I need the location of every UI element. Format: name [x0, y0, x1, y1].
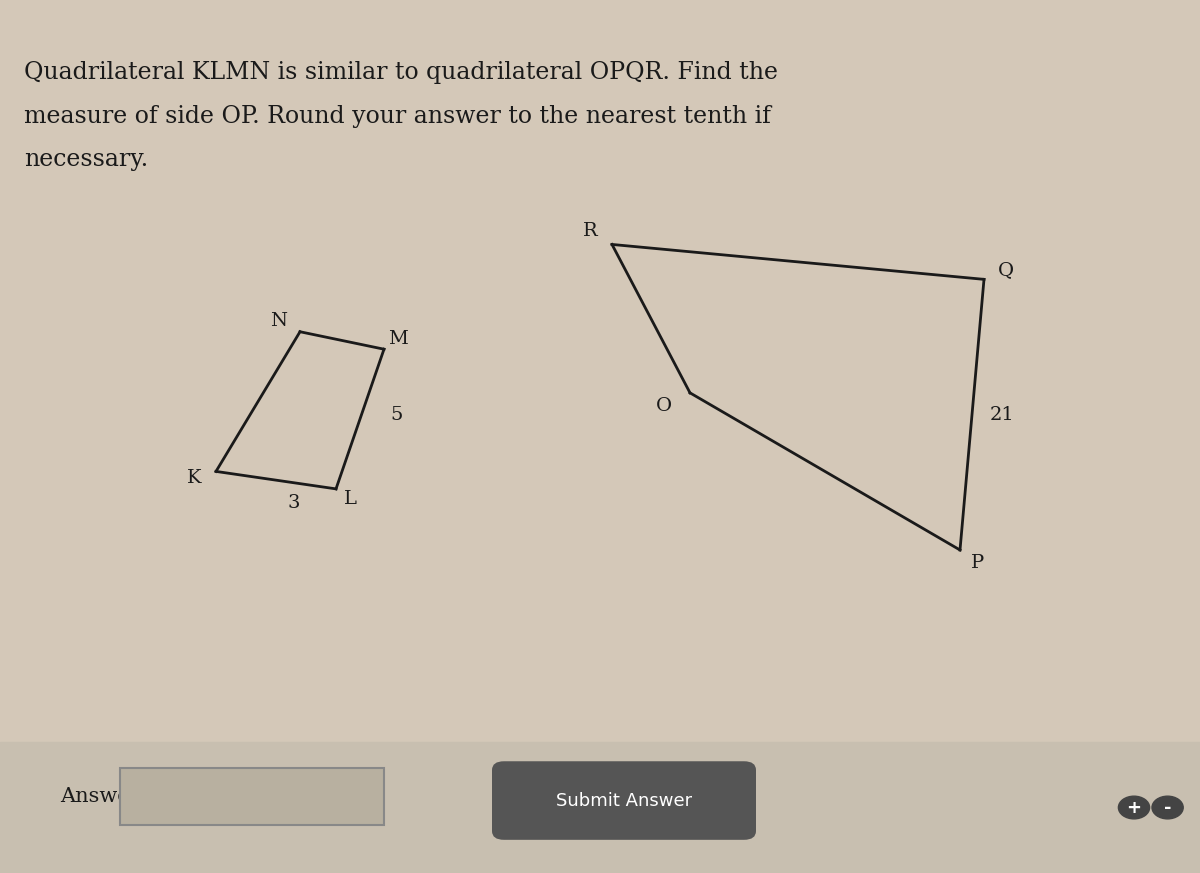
Text: +: + — [1127, 799, 1141, 816]
Text: 5: 5 — [390, 406, 402, 423]
Text: Answer:: Answer: — [60, 787, 146, 806]
FancyBboxPatch shape — [120, 768, 384, 825]
Text: N: N — [270, 313, 287, 330]
Text: measure of side OP. Round your answer to the nearest tenth if: measure of side OP. Round your answer to… — [24, 105, 770, 127]
Text: M: M — [389, 330, 408, 347]
Text: O: O — [655, 397, 672, 415]
Circle shape — [1118, 796, 1150, 819]
Text: Submit Answer: Submit Answer — [556, 792, 692, 809]
Text: 21: 21 — [990, 406, 1015, 423]
Text: Quadrilateral KLMN is similar to quadrilateral OPQR. Find the: Quadrilateral KLMN is similar to quadril… — [24, 61, 778, 84]
FancyBboxPatch shape — [492, 761, 756, 840]
Text: necessary.: necessary. — [24, 148, 149, 171]
Bar — [0, 742, 1200, 873]
Text: -: - — [1164, 799, 1171, 816]
Text: 3: 3 — [288, 494, 300, 512]
Circle shape — [1152, 796, 1183, 819]
Text: R: R — [583, 223, 598, 240]
Text: Q: Q — [997, 262, 1014, 279]
Text: K: K — [187, 470, 202, 487]
Text: P: P — [971, 554, 985, 572]
Text: L: L — [344, 491, 356, 508]
